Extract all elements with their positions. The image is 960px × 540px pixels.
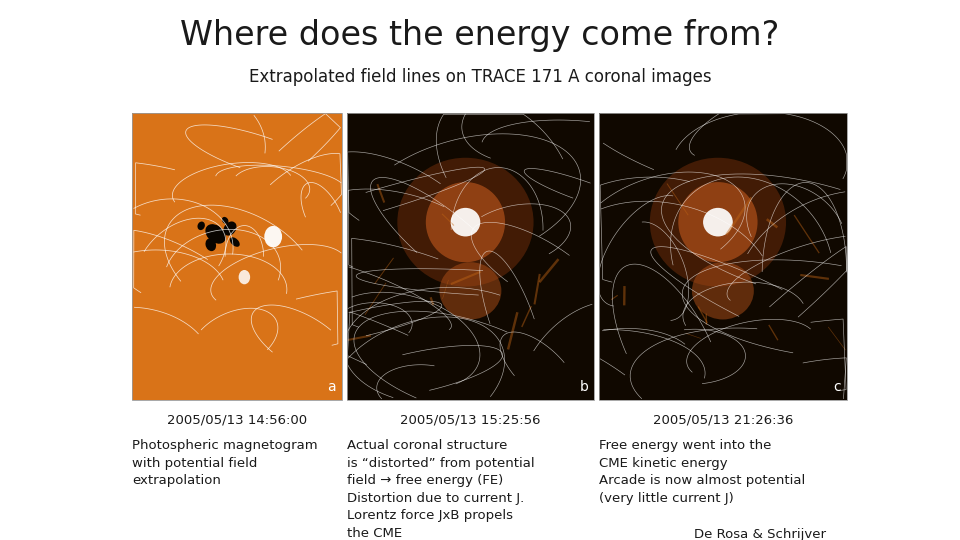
Ellipse shape — [440, 262, 501, 320]
Bar — [599, 113, 847, 400]
Text: 2005/05/13 21:26:36: 2005/05/13 21:26:36 — [653, 413, 793, 426]
Ellipse shape — [450, 208, 480, 237]
Text: a: a — [327, 380, 336, 394]
Text: Photospheric magnetogram
with potential field
extrapolation: Photospheric magnetogram with potential … — [132, 439, 318, 487]
Text: c: c — [833, 380, 841, 394]
Bar — [347, 113, 594, 400]
Bar — [132, 113, 342, 400]
Bar — [132, 113, 342, 400]
Ellipse shape — [703, 208, 732, 237]
Ellipse shape — [205, 224, 226, 244]
Text: Extrapolated field lines on TRACE 171 A coronal images: Extrapolated field lines on TRACE 171 A … — [249, 68, 711, 86]
Bar — [599, 113, 847, 400]
Ellipse shape — [239, 270, 251, 284]
Ellipse shape — [692, 262, 754, 320]
Text: Free energy went into the
CME kinetic energy
Arcade is now almost potential
(ver: Free energy went into the CME kinetic en… — [599, 439, 805, 504]
Text: De Rosa & Schrijver: De Rosa & Schrijver — [694, 528, 826, 540]
Bar — [347, 113, 594, 400]
Text: 2005/05/13 14:56:00: 2005/05/13 14:56:00 — [167, 413, 307, 426]
Ellipse shape — [650, 158, 786, 287]
Ellipse shape — [229, 237, 240, 247]
Text: b: b — [580, 380, 588, 394]
Text: Where does the energy come from?: Where does the energy come from? — [180, 18, 780, 52]
Text: 2005/05/13 15:25:56: 2005/05/13 15:25:56 — [400, 413, 540, 426]
Ellipse shape — [679, 182, 757, 262]
Ellipse shape — [426, 182, 505, 262]
Text: Actual coronal structure
is “distorted” from potential
field → free energy (FE)
: Actual coronal structure is “distorted” … — [347, 439, 534, 539]
Ellipse shape — [224, 221, 236, 235]
Ellipse shape — [264, 226, 282, 247]
Ellipse shape — [205, 238, 216, 251]
Ellipse shape — [397, 158, 534, 287]
Ellipse shape — [198, 221, 204, 230]
Ellipse shape — [222, 217, 228, 224]
